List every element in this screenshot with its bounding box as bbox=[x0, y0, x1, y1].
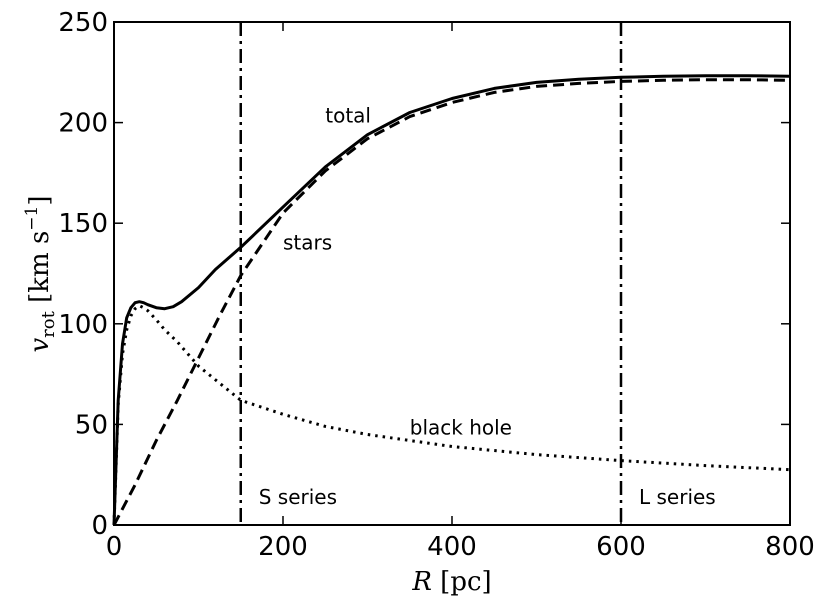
y-tick-label: 100 bbox=[58, 310, 108, 340]
y-tick-label: 50 bbox=[75, 410, 108, 440]
x-tick-label: 400 bbox=[427, 532, 477, 562]
y-tick-label: 0 bbox=[91, 511, 108, 541]
annotation-total: total bbox=[325, 104, 371, 128]
y-tick-label: 150 bbox=[58, 209, 108, 239]
vline-label: S series bbox=[259, 485, 337, 509]
annotation-stars: stars bbox=[283, 230, 332, 254]
axis-ticks: 0 200 400 600 800 0 50 100 150 200 250 bbox=[58, 8, 814, 562]
vline-label: L series bbox=[639, 485, 716, 509]
y-axis-label: vrot [km s−1] bbox=[22, 195, 59, 352]
annotation-black-hole: black hole bbox=[410, 415, 512, 439]
x-axis-label: R [pc] bbox=[411, 567, 491, 597]
series-total bbox=[112, 74, 791, 526]
series-black-hole bbox=[112, 304, 791, 526]
x-tick-label: 0 bbox=[106, 532, 123, 562]
annotations: total stars black hole bbox=[283, 104, 512, 440]
series-group bbox=[112, 74, 791, 526]
x-tick-label: 200 bbox=[258, 532, 308, 562]
y-tick-label: 250 bbox=[58, 8, 108, 38]
x-tick-label: 600 bbox=[596, 532, 646, 562]
x-tick-label: 800 bbox=[765, 532, 815, 562]
reference-lines: S series L series bbox=[239, 22, 716, 525]
y-tick-label: 200 bbox=[58, 109, 108, 139]
series-stars bbox=[112, 78, 791, 526]
